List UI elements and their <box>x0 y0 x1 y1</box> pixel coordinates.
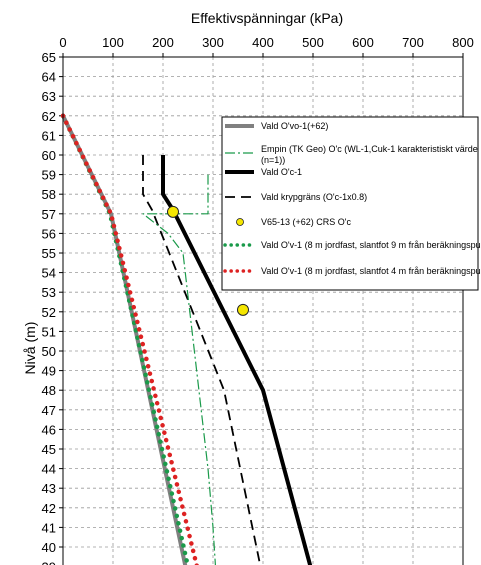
x-tick-label: 600 <box>352 35 374 50</box>
y-tick-label: 58 <box>42 187 56 202</box>
x-axis-ticks: 0 100 200 300 400 500 600 700 800 <box>59 35 474 57</box>
x-tick-label: 200 <box>152 35 174 50</box>
legend-swatch <box>236 218 244 226</box>
legend-label: V65-13 (+62) CRS O'c <box>261 217 352 227</box>
x-tick-label: 400 <box>252 35 274 50</box>
y-tick-label: 51 <box>42 324 56 339</box>
x-tick-label: 100 <box>102 35 124 50</box>
y-tick-label: 50 <box>42 344 56 359</box>
y-tick-label: 52 <box>42 305 56 320</box>
legend-label: Vald O'v-1 (8 m jordfast, slantfot 4 m f… <box>261 266 481 276</box>
y-tick-label: 47 <box>42 403 56 418</box>
legend: Vald O'vo-1(+62) Empin (TK Geo) O'c (WL-1… <box>221 116 481 291</box>
x-tick-label: 0 <box>59 35 66 50</box>
y-tick-label: 48 <box>42 383 56 398</box>
y-tick-label: 44 <box>42 462 56 477</box>
y-tick-label: 40 <box>42 540 56 555</box>
series-1-line <box>142 174 216 565</box>
y-tick-label: 45 <box>42 442 56 457</box>
x-tick-label: 500 <box>302 35 324 50</box>
y-tick-label: 61 <box>42 128 56 143</box>
y-tick-label: 59 <box>42 168 56 183</box>
y-axis-ticks: 39 40 41 42 43 44 45 46 47 48 49 50 51 52 53 54 55 56 57 58… <box>42 50 63 565</box>
legend-box <box>221 116 479 291</box>
legend-label: Vald O'v-1 (8 m jordfast, slantfot 9 m f… <box>261 240 481 250</box>
plot-frame <box>62 56 464 565</box>
y-tick-label: 53 <box>42 285 56 300</box>
x-tick-label: 700 <box>402 35 424 50</box>
y-tick-label: 39 <box>42 560 56 565</box>
y-tick-label: 54 <box>42 266 56 281</box>
series-group <box>60 113 313 565</box>
series-6-line <box>60 113 199 565</box>
y-tick-label: 49 <box>42 364 56 379</box>
y-tick-label: 55 <box>42 246 56 261</box>
crs-point-marker <box>167 205 179 218</box>
y-tick-label: 62 <box>42 109 56 124</box>
series-3-line <box>142 155 262 565</box>
legend-label: Vald O'vo-1(+62) <box>261 121 328 131</box>
y-tick-label: 56 <box>42 226 56 241</box>
chart-title: Effektivspänningar (kPa) <box>191 10 343 26</box>
y-tick-label: 60 <box>42 148 56 163</box>
legend-label: Vald O'c-1 <box>261 167 302 177</box>
y-axis-label: Nivå (m) <box>22 322 38 375</box>
series-0-line <box>61 114 188 565</box>
y-tick-label: 43 <box>42 481 56 496</box>
y-tick-label: 41 <box>42 520 56 535</box>
legend-label-cont: (n=1)) <box>261 155 285 165</box>
x-tick-label: 800 <box>452 35 474 50</box>
legend-label: Vald krypgräns (O'c-1x0.8) <box>261 192 367 202</box>
crs-point-marker <box>237 303 249 316</box>
x-tick-label: 300 <box>202 35 224 50</box>
y-tick-label: 42 <box>42 501 56 516</box>
y-tick-label: 64 <box>42 70 56 85</box>
y-tick-label: 46 <box>42 422 56 437</box>
y-tick-label: 65 <box>42 50 56 65</box>
legend-label: Empin (TK Geo) O'c (WL-1,Cuk-1 karakteri… <box>261 144 478 154</box>
y-tick-label: 57 <box>42 207 56 222</box>
y-tick-label: 63 <box>42 89 56 104</box>
